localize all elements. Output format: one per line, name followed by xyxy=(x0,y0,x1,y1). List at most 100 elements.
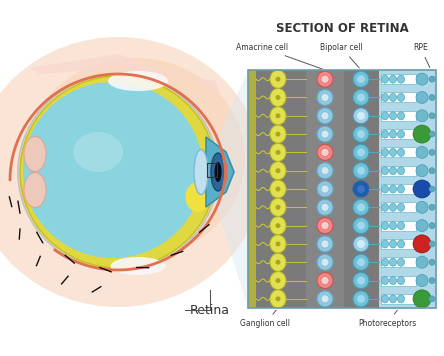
Ellipse shape xyxy=(163,157,193,207)
Ellipse shape xyxy=(321,167,329,175)
Ellipse shape xyxy=(275,168,281,173)
Ellipse shape xyxy=(381,130,388,138)
Bar xyxy=(381,111,416,121)
Ellipse shape xyxy=(270,198,286,216)
Ellipse shape xyxy=(353,236,369,252)
Ellipse shape xyxy=(389,203,396,211)
Ellipse shape xyxy=(429,131,435,137)
Ellipse shape xyxy=(270,216,286,235)
Ellipse shape xyxy=(413,125,431,143)
Ellipse shape xyxy=(389,94,396,101)
Ellipse shape xyxy=(353,163,369,179)
Bar xyxy=(381,93,416,103)
Text: SECTION OF RETINA: SECTION OF RETINA xyxy=(276,21,408,35)
Ellipse shape xyxy=(416,146,428,158)
Bar xyxy=(381,239,416,249)
Ellipse shape xyxy=(275,150,281,155)
Ellipse shape xyxy=(381,277,388,284)
Ellipse shape xyxy=(397,240,404,248)
Ellipse shape xyxy=(381,94,388,101)
Ellipse shape xyxy=(317,199,333,215)
Ellipse shape xyxy=(73,132,123,172)
Ellipse shape xyxy=(317,145,333,161)
Polygon shape xyxy=(206,137,234,207)
Ellipse shape xyxy=(389,222,396,230)
Ellipse shape xyxy=(429,76,435,82)
Ellipse shape xyxy=(270,143,286,161)
Bar xyxy=(381,202,416,212)
Ellipse shape xyxy=(214,162,222,182)
Ellipse shape xyxy=(389,167,396,175)
Ellipse shape xyxy=(429,168,435,174)
Ellipse shape xyxy=(275,241,281,246)
Ellipse shape xyxy=(275,132,281,137)
Ellipse shape xyxy=(357,112,365,120)
Ellipse shape xyxy=(321,148,329,156)
Ellipse shape xyxy=(18,74,218,270)
Ellipse shape xyxy=(275,296,281,301)
Ellipse shape xyxy=(389,75,396,83)
Ellipse shape xyxy=(275,77,281,82)
Ellipse shape xyxy=(429,278,435,283)
Ellipse shape xyxy=(321,222,329,230)
Ellipse shape xyxy=(381,148,388,156)
Ellipse shape xyxy=(413,180,431,198)
Ellipse shape xyxy=(397,75,404,83)
Ellipse shape xyxy=(397,167,404,175)
Ellipse shape xyxy=(270,88,286,106)
Ellipse shape xyxy=(397,222,404,230)
Ellipse shape xyxy=(389,185,396,193)
Ellipse shape xyxy=(389,277,396,284)
Ellipse shape xyxy=(389,295,396,303)
Bar xyxy=(381,257,416,267)
Ellipse shape xyxy=(25,58,245,258)
Bar xyxy=(381,74,416,84)
Ellipse shape xyxy=(111,257,166,275)
Ellipse shape xyxy=(0,37,263,307)
Ellipse shape xyxy=(275,278,281,283)
Bar xyxy=(306,70,344,308)
Ellipse shape xyxy=(321,185,329,193)
Ellipse shape xyxy=(270,70,286,88)
Ellipse shape xyxy=(381,222,388,230)
Ellipse shape xyxy=(317,181,333,197)
Ellipse shape xyxy=(353,218,369,234)
Ellipse shape xyxy=(357,203,365,211)
Ellipse shape xyxy=(20,76,216,268)
Ellipse shape xyxy=(317,218,333,234)
Ellipse shape xyxy=(397,185,404,193)
Ellipse shape xyxy=(24,173,46,208)
Bar xyxy=(381,184,416,194)
Ellipse shape xyxy=(389,240,396,248)
Ellipse shape xyxy=(429,94,435,100)
Ellipse shape xyxy=(357,94,365,101)
Ellipse shape xyxy=(357,75,365,83)
Ellipse shape xyxy=(397,277,404,284)
Ellipse shape xyxy=(416,110,428,122)
Ellipse shape xyxy=(429,259,435,265)
Ellipse shape xyxy=(397,203,404,211)
Ellipse shape xyxy=(416,201,428,213)
Ellipse shape xyxy=(353,145,369,161)
Ellipse shape xyxy=(317,71,333,87)
Ellipse shape xyxy=(357,258,365,266)
Ellipse shape xyxy=(429,222,435,229)
Ellipse shape xyxy=(357,167,365,175)
Ellipse shape xyxy=(357,277,365,284)
Ellipse shape xyxy=(270,272,286,289)
Ellipse shape xyxy=(321,94,329,101)
Bar xyxy=(379,70,436,308)
Ellipse shape xyxy=(317,236,333,252)
Ellipse shape xyxy=(186,182,210,212)
Ellipse shape xyxy=(353,199,369,215)
Ellipse shape xyxy=(321,112,329,120)
Ellipse shape xyxy=(317,89,333,105)
Ellipse shape xyxy=(24,136,46,172)
Ellipse shape xyxy=(321,240,329,248)
Ellipse shape xyxy=(353,273,369,289)
Bar xyxy=(381,221,416,231)
Ellipse shape xyxy=(270,180,286,198)
Ellipse shape xyxy=(270,125,286,143)
Bar xyxy=(381,147,416,157)
Ellipse shape xyxy=(317,163,333,179)
